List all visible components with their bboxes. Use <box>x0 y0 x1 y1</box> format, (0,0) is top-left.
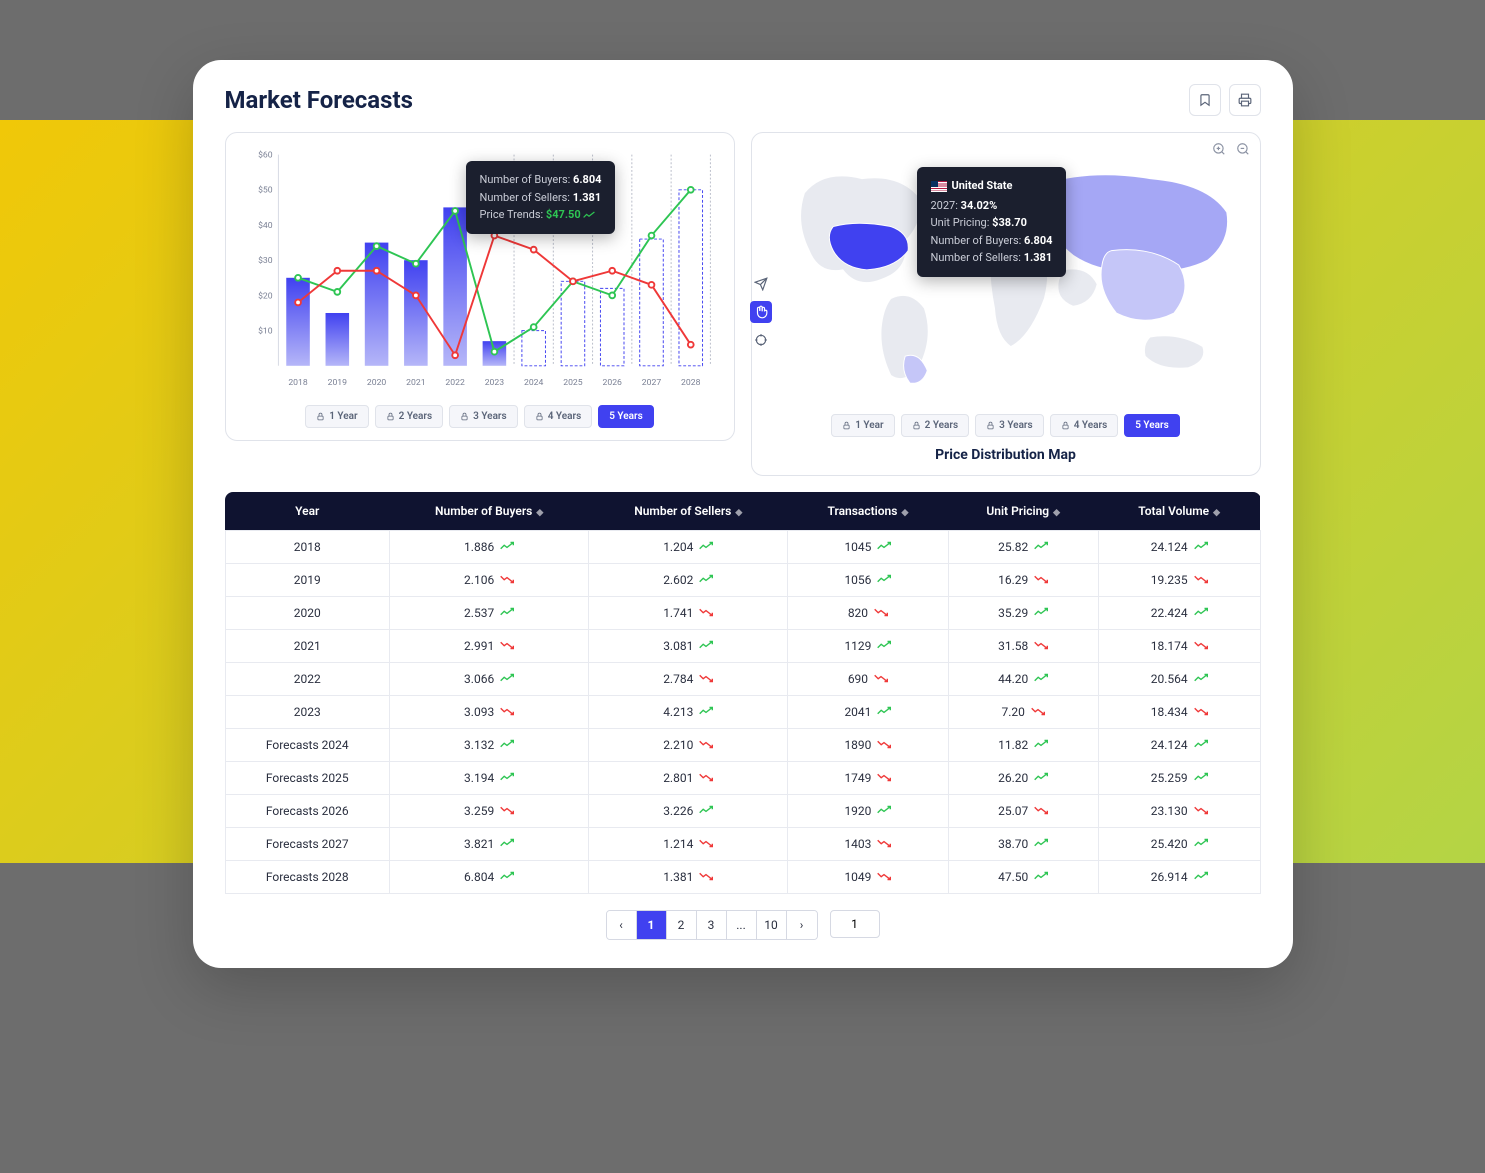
filter-5-years[interactable]: 5 Years <box>1124 414 1180 437</box>
col-0[interactable]: Year <box>225 492 389 531</box>
page-3[interactable]: 3 <box>697 911 727 939</box>
table-row: 2018 1.886 1.204 1045 25.82 24.124 <box>225 531 1260 564</box>
table-row: Forecasts 2025 3.194 2.801 1749 26.20 25… <box>225 762 1260 795</box>
goto-page-input[interactable] <box>830 910 880 938</box>
pagination: ‹123...10› <box>225 910 1261 940</box>
svg-text:$20: $20 <box>258 290 273 301</box>
svg-text:2025: 2025 <box>563 378 583 388</box>
table-row: 2022 3.066 2.784 690 44.20 20.564 <box>225 663 1260 696</box>
filter-4-years[interactable]: 4 Years <box>1050 414 1119 437</box>
col-1[interactable]: Number of Buyers◆ <box>389 492 588 531</box>
map-title: Price Distribution Map <box>766 447 1246 463</box>
filter-3-years[interactable]: 3 Years <box>975 414 1044 437</box>
svg-text:2020: 2020 <box>366 378 386 388</box>
filter-3-years[interactable]: 3 Years <box>449 405 518 428</box>
svg-text:2021: 2021 <box>406 378 425 388</box>
table-row: 2019 2.106 2.602 1056 16.29 19.235 <box>225 564 1260 597</box>
page-title: Market Forecasts <box>225 86 413 114</box>
table-row: 2021 2.991 3.081 1129 31.58 18.174 <box>225 630 1260 663</box>
print-icon <box>1238 93 1252 107</box>
page-prev[interactable]: ‹ <box>607 911 637 939</box>
us-flag-icon <box>931 181 947 192</box>
svg-text:$60: $60 <box>258 149 273 160</box>
dashboard-card: { "header": { "title": "Market Forecasts… <box>193 60 1293 968</box>
col-3[interactable]: Transactions◆ <box>788 492 948 531</box>
table-row: Forecasts 2027 3.821 1.214 1403 38.70 25… <box>225 828 1260 861</box>
table-row: 2020 2.537 1.741 820 35.29 22.424 <box>225 597 1260 630</box>
map-panel: United State 2027: 34.02% Unit Pricing: … <box>751 132 1261 476</box>
filter-1-year[interactable]: 1 Year <box>831 414 894 437</box>
chart-filter-toolbar: 1 Year 2 Years3 Years 4 Years5 Years <box>240 405 720 428</box>
svg-text:$30: $30 <box>258 255 273 266</box>
print-button[interactable] <box>1229 84 1261 116</box>
col-4[interactable]: Unit Pricing◆ <box>948 492 1098 531</box>
page-next[interactable]: › <box>787 911 817 939</box>
filter-1-year[interactable]: 1 Year <box>305 405 368 428</box>
col-2[interactable]: Number of Sellers◆ <box>589 492 788 531</box>
svg-text:2026: 2026 <box>602 378 622 388</box>
page-10[interactable]: 10 <box>757 911 787 939</box>
svg-text:2028: 2028 <box>681 378 701 388</box>
filter-2-years[interactable]: 2 Years <box>375 405 444 428</box>
bookmark-button[interactable] <box>1189 84 1221 116</box>
col-5[interactable]: Total Volume◆ <box>1098 492 1260 531</box>
svg-text:$50: $50 <box>258 185 273 196</box>
page-1[interactable]: 1 <box>637 911 667 939</box>
page-...[interactable]: ... <box>727 911 757 939</box>
svg-text:2018: 2018 <box>288 378 308 388</box>
svg-text:$40: $40 <box>258 220 273 231</box>
table-row: Forecasts 2028 6.804 1.381 1049 47.50 26… <box>225 861 1260 894</box>
map-tooltip: United State 2027: 34.02% Unit Pricing: … <box>917 167 1067 277</box>
filter-5-years[interactable]: 5 Years <box>598 405 654 428</box>
table-row: 2023 3.093 4.213 2041 7.20 18.434 <box>225 696 1260 729</box>
svg-text:2019: 2019 <box>327 378 347 388</box>
table-row: Forecasts 2026 3.259 3.226 1920 25.07 23… <box>225 795 1260 828</box>
filter-4-years[interactable]: 4 Years <box>524 405 593 428</box>
table-row: Forecasts 2024 3.132 2.210 1890 11.82 24… <box>225 729 1260 762</box>
forecast-chart-panel: $10 $20 $30 $40 $50 $60 2018 2019 2020 2021 2022 20… <box>225 132 735 441</box>
filter-2-years[interactable]: 2 Years <box>901 414 970 437</box>
svg-text:2022: 2022 <box>445 378 465 388</box>
forecast-table: YearNumber of Buyers◆Number of Sellers◆T… <box>225 492 1261 894</box>
page-2[interactable]: 2 <box>667 911 697 939</box>
svg-text:$10: $10 <box>258 325 273 336</box>
map-filter-toolbar: 1 Year 2 Years3 Years 4 Years5 Years <box>766 414 1246 437</box>
chart-tooltip: Number of Buyers: 6.804 Number of Seller… <box>466 161 616 234</box>
svg-text:2024: 2024 <box>523 378 543 388</box>
bookmark-icon <box>1198 93 1212 107</box>
svg-text:2023: 2023 <box>484 378 504 388</box>
svg-text:2027: 2027 <box>641 378 661 388</box>
